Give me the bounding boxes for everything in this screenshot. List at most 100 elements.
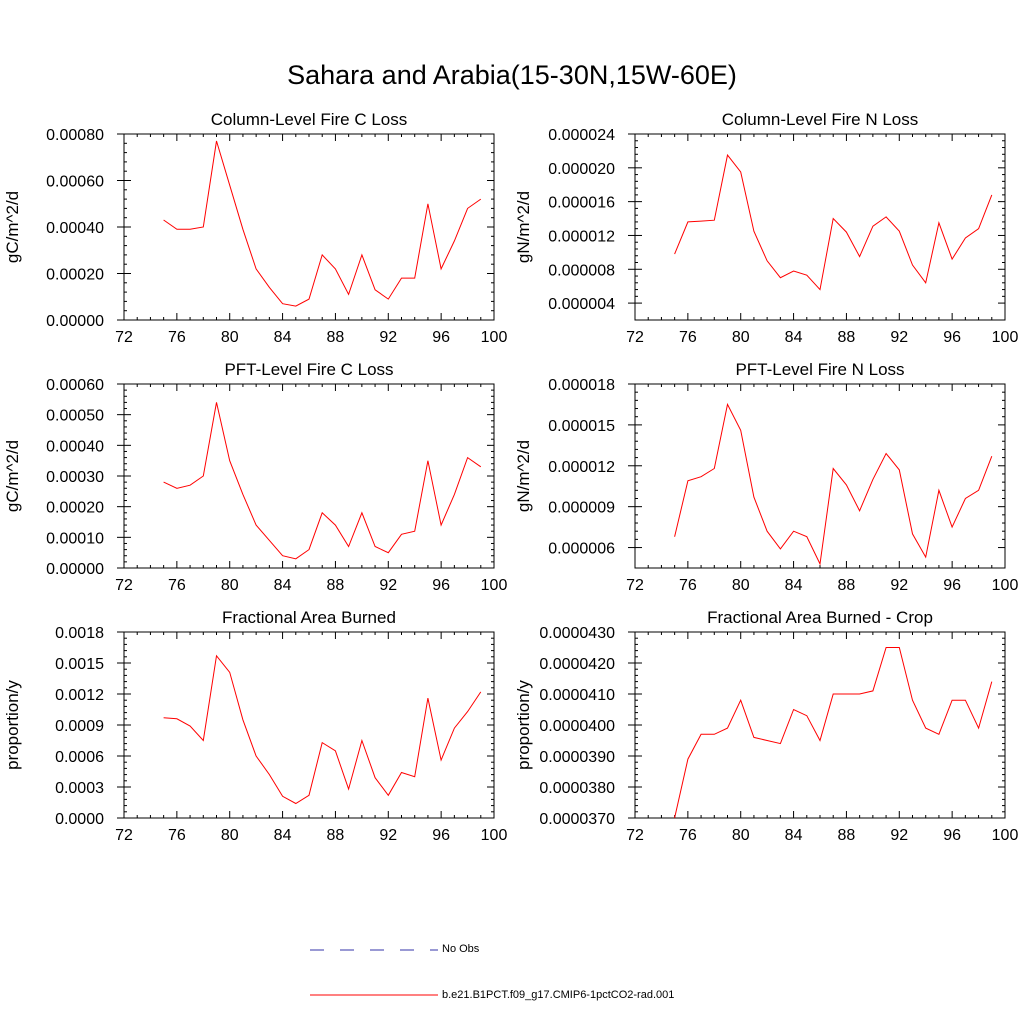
x-tick-label: 84 [274,577,292,594]
y-tick-label: 0.00020 [46,267,104,284]
plot-frame-3 [123,383,495,569]
x-tick-label: 92 [379,329,397,346]
y-tick-label: 0.0000410 [539,687,615,704]
x-tick-label: 100 [992,827,1019,844]
plot-frame-1 [123,133,495,321]
main-title: Sahara and Arabia(15-30N,15W-60E) [287,60,737,90]
x-tick-label: 92 [379,577,397,594]
x-tick-label: 84 [274,827,292,844]
series-line-2 [674,153,993,291]
y-tick-label: 0.0006 [55,749,104,766]
x-tick-label: 84 [274,329,292,346]
x-tick-label: 96 [943,577,961,594]
legend-obs-label: No Obs [442,943,480,955]
x-tick-label: 76 [168,827,186,844]
x-tick-label: 72 [115,329,133,346]
x-tick-label: 76 [168,329,186,346]
y-tick-label: 0.000004 [548,296,615,313]
y-axis-label-1: gC/m^2/d [3,191,22,263]
y-tick-label: 0.000016 [548,195,615,212]
y-tick-label: 0.00030 [46,469,104,486]
plot-frame-6 [634,631,1006,819]
x-tick-label: 96 [943,329,961,346]
plot-title-6: Fractional Area Burned - Crop [707,608,933,627]
x-tick-label: 88 [327,827,345,844]
x-tick-label: 84 [785,577,803,594]
x-tick-label: 96 [432,329,450,346]
y-tick-label: 0.0009 [55,718,104,735]
y-tick-label: 0.00000 [46,313,104,330]
y-tick-label: 0.00020 [46,500,104,517]
series-line-6 [674,647,993,819]
y-tick-label: 0.000012 [548,459,615,476]
legend-model-label: b.e21.B1PCT.f09_g17.CMIP6-1pctCO2-rad.00… [442,989,675,1001]
y-tick-label: 0.0000430 [539,625,615,642]
plot-frame-2 [634,133,1006,321]
y-tick-label: 0.000018 [548,377,615,394]
plot-title-5: Fractional Area Burned [222,608,396,627]
x-tick-label: 76 [168,577,186,594]
plot-title-3: PFT-Level Fire C Loss [224,360,393,379]
y-axis-label-4: gN/m^2/d [514,440,533,512]
y-axis-label-5: proportion/y [3,680,22,770]
y-tick-label: 0.0000370 [539,811,615,828]
y-tick-label: 0.00040 [46,220,104,237]
y-tick-label: 0.000015 [548,418,615,435]
x-tick-label: 72 [626,329,644,346]
y-tick-label: 0.000020 [548,161,615,178]
y-tick-label: 0.0000 [55,811,104,828]
x-tick-label: 72 [626,577,644,594]
y-axis-label-6: proportion/y [514,680,533,770]
y-tick-label: 0.00060 [46,174,104,191]
x-tick-label: 76 [679,827,697,844]
x-tick-label: 88 [838,577,856,594]
x-tick-label: 100 [481,329,508,346]
plot-title-4: PFT-Level Fire N Loss [735,360,904,379]
x-tick-label: 80 [732,329,750,346]
series-line-5 [163,654,482,805]
y-tick-label: 0.000006 [548,541,615,558]
x-tick-label: 100 [992,329,1019,346]
y-tick-label: 0.000012 [548,228,615,245]
y-axis-label-2: gN/m^2/d [514,191,533,263]
x-tick-label: 84 [785,827,803,844]
x-tick-label: 80 [732,577,750,594]
x-tick-label: 92 [890,329,908,346]
legend-model-line [310,994,438,996]
y-tick-label: 0.0012 [55,687,104,704]
y-tick-label: 0.00040 [46,438,104,455]
x-tick-label: 76 [679,577,697,594]
x-tick-label: 76 [679,329,697,346]
y-tick-label: 0.000024 [548,127,615,144]
y-tick-label: 0.0000400 [539,718,615,735]
x-tick-label: 80 [221,827,239,844]
x-tick-label: 72 [115,577,133,594]
y-tick-label: 0.0000420 [539,656,615,673]
x-tick-label: 88 [838,329,856,346]
x-tick-label: 88 [838,827,856,844]
y-tick-label: 0.0003 [55,780,104,797]
legend-obs-line [310,949,438,951]
x-tick-label: 88 [327,329,345,346]
plot-title-2: Column-Level Fire N Loss [722,110,919,129]
y-tick-label: 0.00010 [46,530,104,547]
x-tick-label: 80 [732,827,750,844]
x-tick-label: 88 [327,577,345,594]
x-tick-label: 92 [890,577,908,594]
x-tick-label: 96 [943,827,961,844]
x-tick-label: 72 [626,827,644,844]
y-tick-label: 0.00080 [46,127,104,144]
y-tick-label: 0.0018 [55,625,104,642]
y-tick-label: 0.000008 [548,262,615,279]
x-tick-label: 96 [432,827,450,844]
x-tick-label: 100 [481,827,508,844]
x-tick-label: 72 [115,827,133,844]
x-tick-label: 92 [890,827,908,844]
plot-frame-5 [123,631,495,819]
y-tick-label: 0.0000380 [539,780,615,797]
y-tick-label: 0.0015 [55,656,104,673]
x-tick-label: 100 [481,577,508,594]
plot-title-1: Column-Level Fire C Loss [211,110,408,129]
plot-frame-4 [634,383,1006,569]
